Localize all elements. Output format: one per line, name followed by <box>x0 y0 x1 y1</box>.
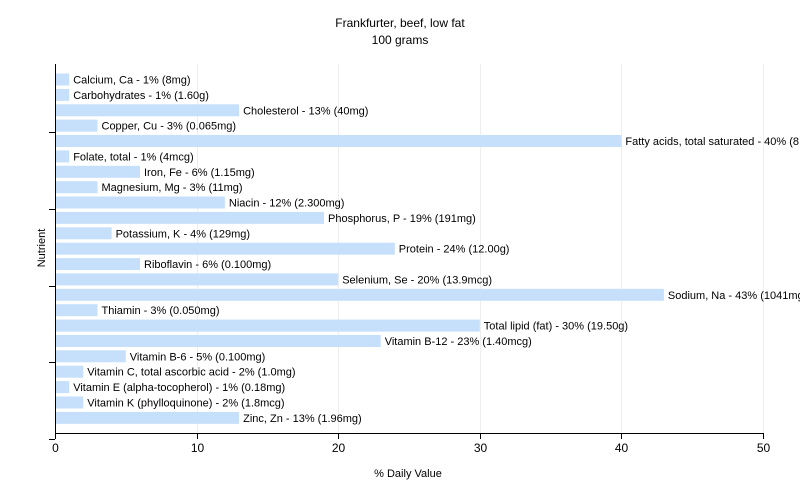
bar-label: Total lipid (fat) - 30% (19.50g) <box>484 321 628 333</box>
bar-label: Protein - 24% (12.00g) <box>399 244 510 256</box>
bar-label: Vitamin B-6 - 5% (0.100mg) <box>130 351 266 363</box>
bar-label: Copper, Cu - 3% (0.065mg) <box>102 121 237 133</box>
bar-label: Selenium, Se - 20% (13.9mcg) <box>342 274 492 286</box>
chart-title: Frankfurter, beef, low fat <box>335 16 465 30</box>
bar-label: Thiamin - 3% (0.050mg) <box>102 305 220 317</box>
x-tick-label: 40 <box>615 441 629 455</box>
bar <box>56 396 84 409</box>
bar <box>56 381 70 394</box>
bar <box>56 365 84 378</box>
bar-label: Riboflavin - 6% (0.100mg) <box>144 259 271 271</box>
x-tick-label: 50 <box>757 441 771 455</box>
chart-subtitle: 100 grams <box>372 33 429 47</box>
bar-label: Phosphorus, P - 19% (191mg) <box>328 213 476 225</box>
bar-label: Carbohydrates - 1% (1.60g) <box>73 90 209 102</box>
grid-lines <box>197 64 764 433</box>
x-tick-label: 20 <box>332 441 346 455</box>
bar-label: Calcium, Ca - 1% (8mg) <box>73 75 190 87</box>
bars: Calcium, Ca - 1% (8mg) Carbohydrates - 1%… <box>56 73 800 425</box>
x-tick-label: 0 <box>52 441 59 455</box>
bar-label: Vitamin C, total ascorbic acid - 2% (1.0… <box>87 367 295 379</box>
axes: 0 10 20 30 40 50 <box>49 64 770 455</box>
bar-label: Sodium, Na - 43% (1041mg) <box>668 290 800 302</box>
bar-label: Folate, total - 1% (4mcg) <box>73 151 193 163</box>
x-axis-label: % Daily Value <box>374 468 442 480</box>
bar-label: Fatty acids, total saturated - 40% (8.10… <box>625 136 800 148</box>
bar <box>56 196 225 209</box>
x-tick-label: 10 <box>191 441 205 455</box>
bar <box>56 119 98 132</box>
bar-label: Iron, Fe - 6% (1.15mg) <box>144 167 255 179</box>
bar-label: Vitamin K (phylloquinone) - 2% (1.8mcg) <box>87 398 284 410</box>
bar-label: Niacin - 12% (2.300mg) <box>229 198 345 210</box>
bar <box>56 258 140 271</box>
bar <box>56 181 98 194</box>
bar-label: Vitamin E (alpha-tocopherol) - 1% (0.18m… <box>73 382 285 394</box>
bar <box>56 88 70 101</box>
bar <box>56 73 70 86</box>
bar <box>56 288 664 301</box>
bar-label: Magnesium, Mg - 3% (11mg) <box>102 182 243 194</box>
y-axis-label: Nutrient <box>36 229 48 268</box>
bar <box>56 135 622 147</box>
bar <box>56 304 98 317</box>
bar <box>56 411 240 424</box>
bar <box>56 350 126 363</box>
bar <box>56 227 112 240</box>
bar <box>56 319 480 332</box>
bar <box>56 242 395 255</box>
x-tick-label: 30 <box>474 441 488 455</box>
bar-label: Potassium, K - 4% (129mg) <box>116 228 251 240</box>
bar-label: Cholesterol - 13% (40mg) <box>243 105 368 117</box>
bar <box>56 150 70 163</box>
bar <box>56 335 381 347</box>
bar <box>56 104 240 117</box>
bar <box>56 273 339 286</box>
bar-label: Zinc, Zn - 13% (1.96mg) <box>243 413 362 425</box>
bar <box>56 211 324 224</box>
bar <box>56 165 140 178</box>
bar-label: Vitamin B-12 - 23% (1.40mcg) <box>385 336 532 348</box>
